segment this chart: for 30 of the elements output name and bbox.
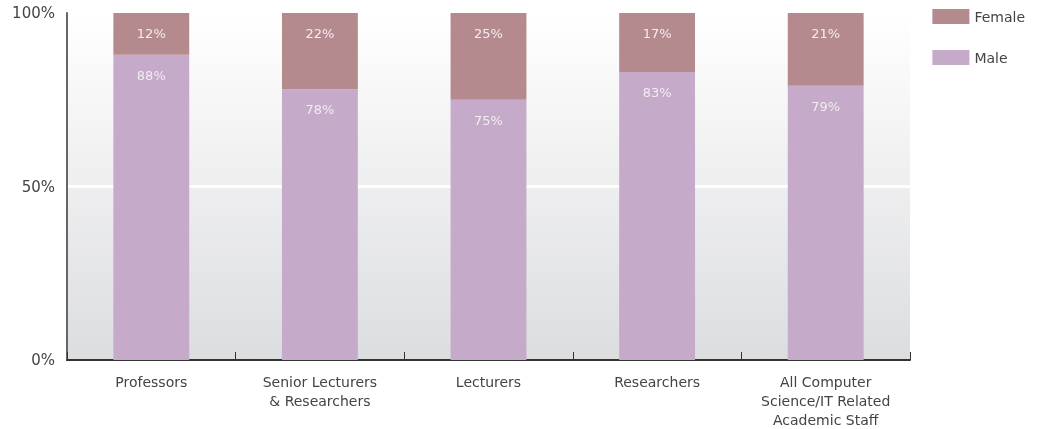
bar	[619, 71, 696, 360]
x-tick-label: Lecturers	[455, 373, 522, 390]
x-tick-label: Senior Lecturers & Researchers	[262, 373, 378, 409]
x-tick-label: Researchers	[614, 373, 701, 390]
data-label: 22%	[305, 26, 335, 41]
data-label: 78%	[305, 102, 335, 118]
legend-label: Male	[974, 49, 1008, 66]
bar	[787, 85, 864, 360]
bar	[450, 99, 527, 360]
x-tick-label: All Computer Science/IT Related Academic Staff	[761, 373, 891, 428]
bar	[450, 13, 527, 100]
bar	[787, 13, 864, 86]
legend-label: Female	[974, 8, 1025, 25]
y-tick-label: 0%	[31, 351, 55, 369]
x-tick-label: Professors	[115, 373, 188, 390]
data-label: 88%	[136, 67, 166, 83]
data-label: 79%	[811, 98, 841, 114]
bar	[281, 89, 358, 360]
data-label: 25%	[474, 26, 503, 41]
bar	[281, 13, 358, 90]
y-tick-label: 50%	[21, 177, 55, 196]
data-label: 75%	[474, 112, 503, 128]
data-label: 83%	[642, 84, 672, 100]
data-label: 12%	[136, 26, 166, 41]
data-label: 17%	[642, 26, 672, 41]
y-tick-label: 100%	[12, 4, 55, 22]
bar	[113, 54, 190, 360]
bar	[113, 13, 190, 55]
data-label: 21%	[811, 26, 841, 41]
bar	[619, 13, 696, 72]
